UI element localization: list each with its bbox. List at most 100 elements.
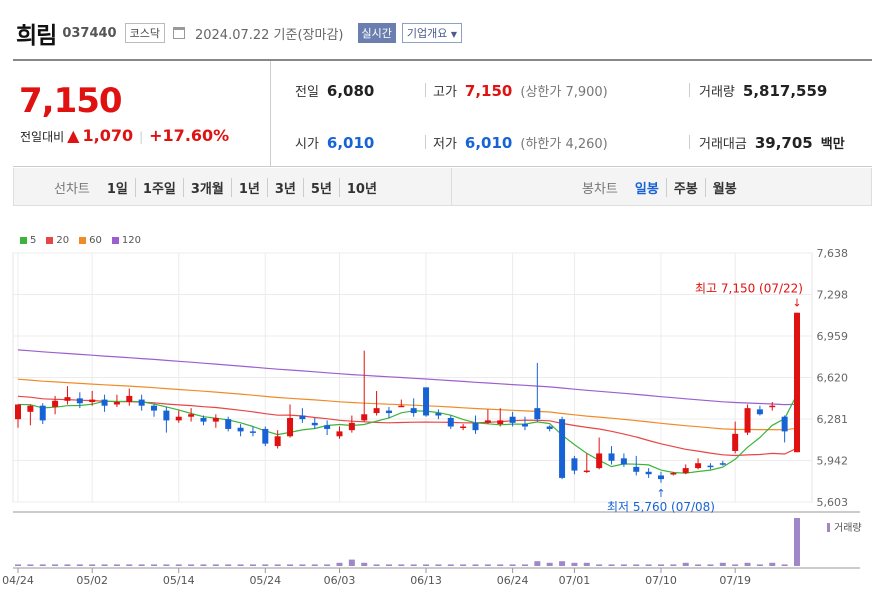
tab-1d[interactable]: 1일 (106, 182, 128, 197)
candle-chart-label: 봉차트 (582, 182, 618, 197)
legend-ma5: 5 (20, 235, 36, 246)
divider: | (139, 130, 144, 144)
tab-10y[interactable]: 10년 (338, 178, 384, 197)
candle-body (336, 431, 343, 437)
prev-value: 6,080 (326, 82, 375, 100)
candle-body (15, 404, 21, 420)
stock-name: 희림 (16, 23, 57, 49)
x-tick-label: 06/03 (324, 574, 356, 587)
x-tick-label: 06/13 (410, 574, 442, 587)
legend-ma5-label: 5 (30, 235, 37, 246)
stock-code: 037440 (62, 25, 117, 41)
volume-bar (27, 564, 34, 566)
base-date: 2024.07.22 기준(장마감) (194, 27, 344, 43)
volume-bar (460, 564, 467, 566)
volume-bar (707, 564, 714, 566)
candle-body (472, 422, 479, 431)
volume-bar (89, 564, 96, 566)
ma5-line (17, 394, 798, 474)
volume-bar (101, 564, 108, 566)
volume-bar (237, 564, 244, 566)
candle-body (534, 408, 541, 420)
y-tick-label: 6,620 (817, 372, 849, 385)
candle-body (608, 453, 615, 461)
high-annotation: 최고 7,150 (07/22) (695, 282, 803, 296)
candle-body (719, 463, 726, 465)
tab-monthly[interactable]: 월봉 (704, 178, 744, 197)
ma60-line (17, 378, 798, 431)
legend-ma120-label: 120 (121, 235, 141, 246)
volume-bar (373, 564, 380, 566)
candle-body (385, 410, 392, 414)
candle-body (497, 420, 504, 425)
realtime-button[interactable]: 실시간 (357, 23, 396, 43)
candle-body (262, 428, 269, 444)
divider (425, 135, 426, 149)
candle-body (546, 426, 553, 429)
lower-limit: (하한가 4,260) (520, 137, 608, 152)
volume-bar (385, 564, 392, 566)
volume-legend-label: 거래량 (834, 522, 862, 534)
tab-1w[interactable]: 1주일 (134, 178, 183, 197)
amount-label: 거래대금 (699, 137, 747, 152)
legend-ma20: 20 (46, 235, 69, 246)
quote-panel: 7,150 전일대비 ▲ 1,070 | +17.60% 전일 6,080 고가 7,… (13, 59, 872, 167)
x-tick-label: 07/10 (645, 574, 677, 587)
volume-bar (361, 562, 368, 566)
volume-bar (682, 562, 689, 566)
high-arrow-icon: ↓ (792, 297, 801, 310)
tab-5y[interactable]: 5년 (302, 178, 339, 197)
volume-bar (249, 564, 256, 566)
company-info-dropdown[interactable]: 기업개요 ▼ (401, 23, 463, 43)
candle-body (521, 424, 528, 427)
candle-body (311, 422, 318, 426)
volume-bar (52, 564, 59, 566)
volume-bar (64, 564, 71, 566)
tab-3m[interactable]: 3개월 (182, 178, 231, 197)
volume-bar (126, 564, 133, 566)
chart-tabs: 선차트 1일 1주일 3개월 1년 3년 5년 10년 봉차트 일봉 주봉 월봉 (13, 168, 872, 206)
y-tick-label: 5,603 (817, 496, 849, 509)
candle-body (447, 417, 454, 427)
amount-value: 39,705 (754, 134, 813, 152)
candle-body (151, 405, 158, 411)
candle-body (76, 398, 83, 404)
tab-3y[interactable]: 3년 (266, 178, 303, 197)
candle-body (113, 402, 120, 405)
tab-weekly[interactable]: 주봉 (665, 178, 705, 197)
candle-body (299, 415, 306, 420)
candle-chart-tabs: 봉차트 일봉 주봉 월봉 (582, 178, 744, 197)
candle-body (682, 468, 689, 474)
y-tick-label: 6,959 (817, 330, 849, 343)
volume-bar (336, 562, 343, 566)
volume-bar (348, 559, 355, 566)
tab-daily[interactable]: 일봉 (634, 182, 659, 197)
candle-body (423, 387, 430, 416)
volume-bar (262, 564, 269, 566)
open-price: 시가 6,010 (295, 133, 374, 152)
day-low: 저가 6,010 (하한가 4,260) (433, 133, 608, 152)
high-label: 고가 (433, 85, 457, 100)
volume-bar (534, 561, 541, 566)
candle-body (287, 417, 294, 437)
volume-bar (200, 564, 207, 566)
candle-body (460, 426, 467, 429)
candle-body (744, 408, 751, 433)
volume-bar (398, 564, 405, 566)
x-tick-label: 07/19 (719, 574, 751, 587)
volume-value: 5,817,559 (742, 82, 828, 100)
x-tick-label: 07/01 (559, 574, 591, 587)
line-chart-tabs: 선차트 1일 1주일 3개월 1년 3년 5년 10년 (54, 178, 384, 197)
tab-1y[interactable]: 1년 (230, 178, 267, 197)
candle-body (794, 312, 800, 453)
high-value: 7,150 (464, 82, 513, 100)
volume-bar (225, 564, 232, 566)
volume-bar (447, 564, 454, 566)
volume-bar (633, 564, 640, 566)
volume-bar (423, 564, 430, 566)
candle-body (126, 395, 133, 403)
candle-body (64, 397, 71, 401)
low-annotation: 최저 5,760 (07/08) (607, 500, 715, 514)
volume-bar (472, 564, 479, 566)
